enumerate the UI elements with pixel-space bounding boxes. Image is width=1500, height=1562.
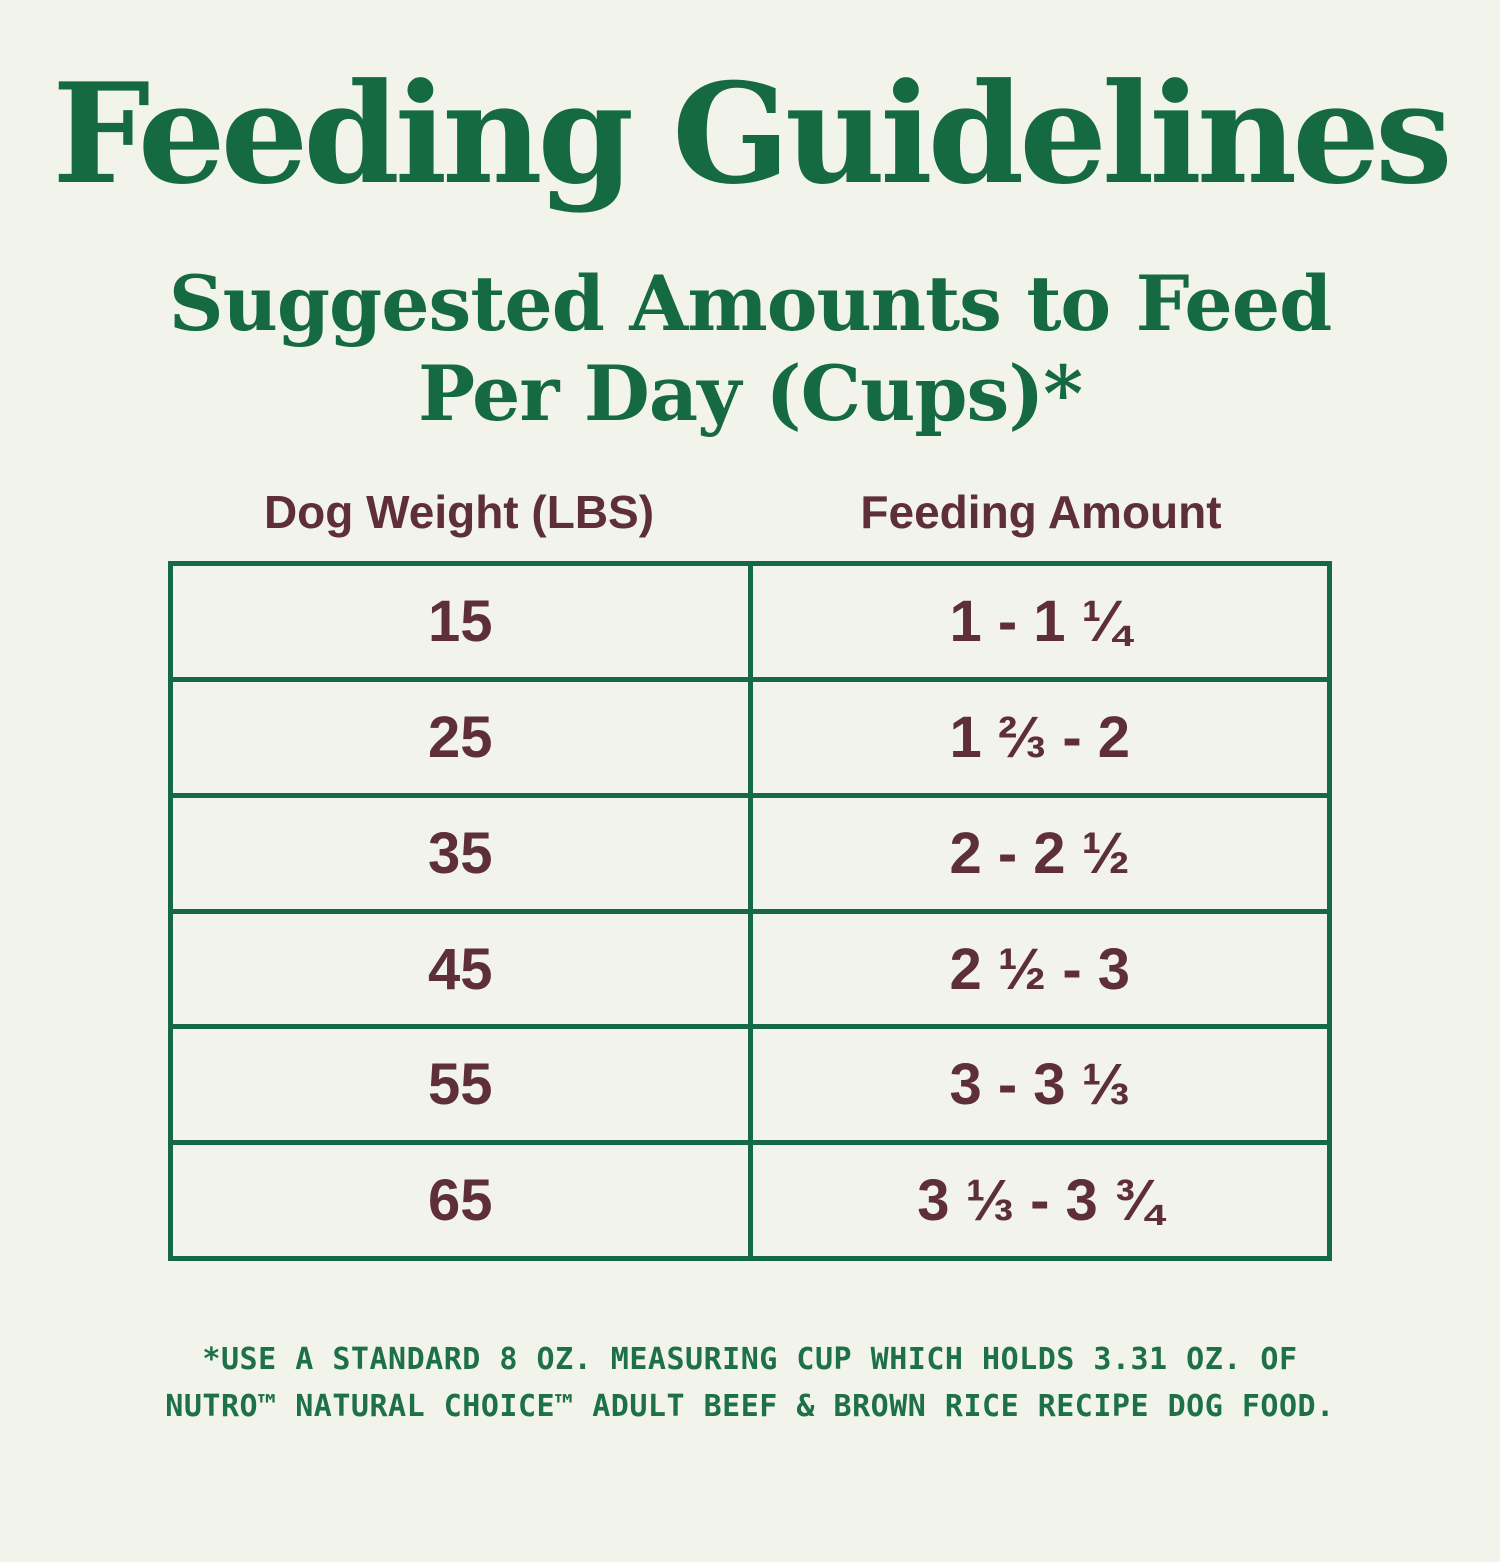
feeding-amount-cell: 3 - 3 ⅓: [747, 1024, 1332, 1146]
subtitle-line-1: Suggested Amounts to Feed: [168, 258, 1332, 348]
feeding-amount-cell: 1 ⅔ - 2: [747, 676, 1332, 798]
column-header-feeding-amount: Feeding Amount: [860, 486, 1222, 539]
footnote-line-2: NUTRO™ NATURAL CHOICE™ ADULT BEEF & BROW…: [165, 1388, 1335, 1424]
feeding-amount-cell: 2 - 2 ½: [747, 792, 1332, 914]
column-header-dog-weight: Dog Weight (LBS): [263, 486, 655, 539]
page-subtitle: Suggested Amounts to Feed Per Day (Cups)…: [0, 259, 1500, 438]
dog-weight-cell: 65: [168, 1140, 753, 1262]
dog-weight-cell: 45: [168, 908, 753, 1030]
dog-weight-cell: 35: [168, 792, 753, 914]
feeding-amount-cell: 3 ⅓ - 3 ¾: [747, 1140, 1332, 1262]
table-row: 25 1 ⅔ - 2: [168, 676, 1332, 798]
dog-weight-cell: 25: [168, 676, 753, 798]
feeding-amount-cell: 1 - 1 ¼: [747, 561, 1332, 682]
subtitle-line-2: Per Day (Cups)*: [417, 348, 1083, 438]
table-column-headers: Dog Weight (LBS) Feeding Amount: [168, 486, 1332, 539]
table-row: 55 3 - 3 ⅓: [168, 1024, 1332, 1146]
table-row: 45 2 ½ - 3: [168, 908, 1332, 1030]
feeding-guidelines-table: 15 1 - 1 ¼ 25 1 ⅔ - 2 35 2 - 2 ½ 45 2 ½ …: [168, 561, 1332, 1262]
feeding-amount-cell: 2 ½ - 3: [747, 908, 1332, 1030]
page-title: Feeding Guidelines: [52, 52, 1452, 215]
footnote-line-1: *USE A STANDARD 8 OZ. MEASURING CUP WHIC…: [202, 1342, 1298, 1378]
table-row: 65 3 ⅓ - 3 ¾: [168, 1140, 1332, 1262]
table-row: 35 2 - 2 ½: [168, 792, 1332, 914]
table-row: 15 1 - 1 ¼: [168, 561, 1332, 682]
dog-weight-cell: 15: [168, 561, 753, 682]
dog-weight-cell: 55: [168, 1024, 753, 1146]
measuring-cup-footnote: *USE A STANDARD 8 OZ. MEASURING CUP WHIC…: [0, 1337, 1500, 1430]
